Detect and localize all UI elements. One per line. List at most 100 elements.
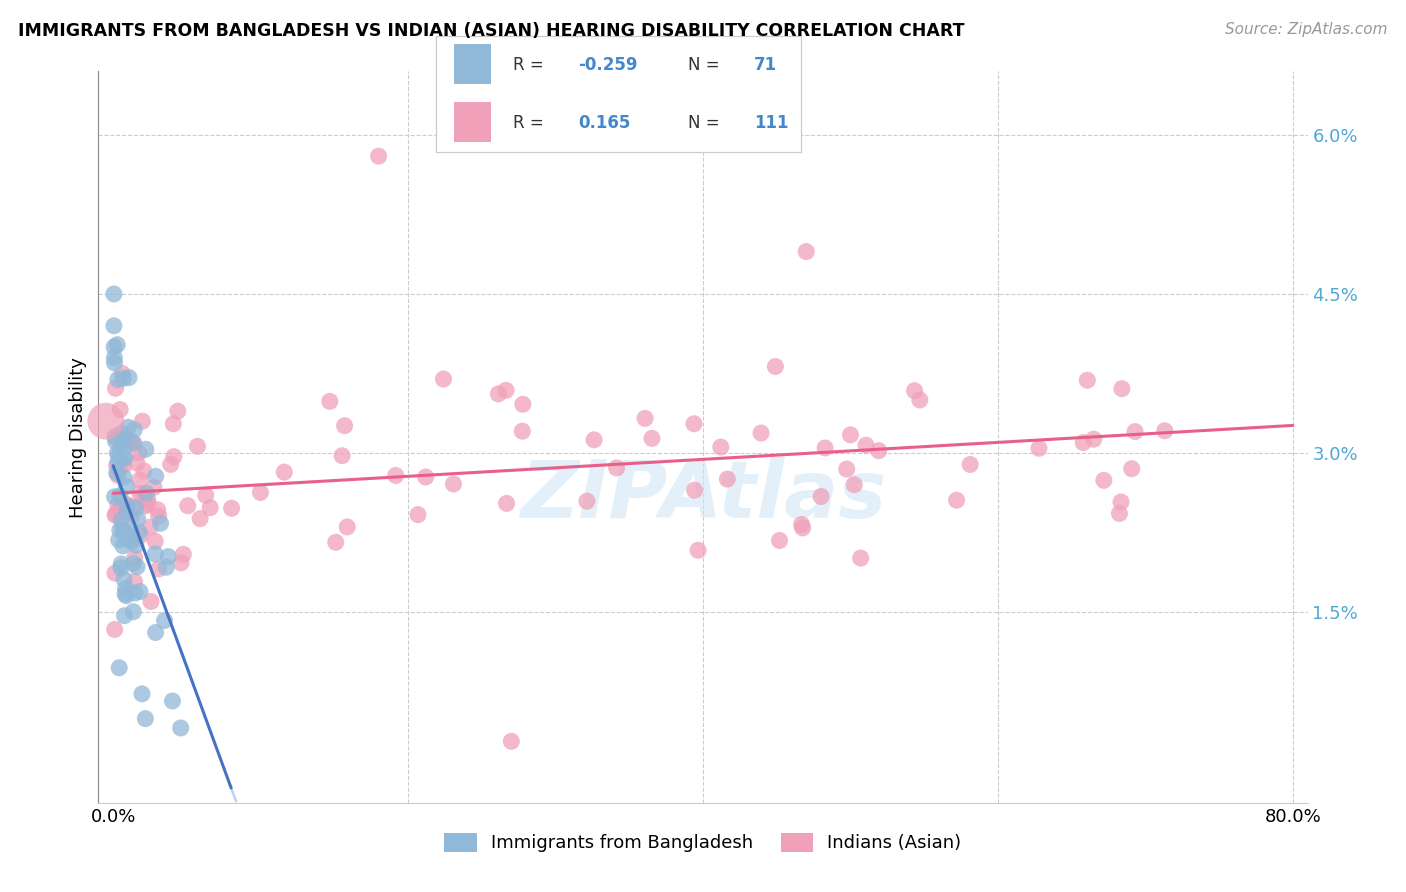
Point (1076, 373, 1098, 387)
Point (688, 543, 710, 558)
Point (124, 586, 146, 600)
Point (122, 423, 145, 437)
Point (1109, 495, 1132, 509)
Point (139, 520, 162, 534)
Point (162, 417, 184, 431)
Point (159, 458, 181, 472)
Point (1071, 435, 1094, 450)
Point (495, 384, 517, 398)
Point (124, 501, 146, 516)
Point (683, 483, 706, 498)
Point (104, 507, 127, 521)
Point (583, 433, 606, 447)
Point (114, 582, 136, 596)
Point (103, 287, 125, 301)
Point (641, 431, 664, 445)
Point (108, 489, 131, 503)
Point (115, 505, 138, 519)
Point (330, 449, 353, 463)
Point (115, 533, 138, 547)
Point (122, 605, 145, 619)
Point (135, 486, 157, 500)
Point (855, 438, 877, 452)
Point (94, 414, 117, 428)
Text: IMMIGRANTS FROM BANGLADESH VS INDIAN (ASIAN) HEARING DISABILITY CORRELATION CHAR: IMMIGRANTS FROM BANGLADESH VS INDIAN (AS… (18, 22, 965, 40)
Point (194, 488, 217, 502)
Text: R =: R = (513, 113, 548, 132)
Point (146, 502, 169, 516)
Point (384, 468, 406, 483)
Point (129, 584, 152, 599)
Point (124, 550, 146, 565)
Point (763, 359, 786, 374)
Point (115, 432, 138, 446)
Point (148, 508, 170, 523)
Point (111, 539, 134, 553)
Point (104, 381, 127, 395)
Point (121, 509, 143, 524)
Point (945, 493, 967, 508)
Point (115, 497, 138, 511)
Point (114, 608, 136, 623)
Point (107, 533, 129, 547)
Point (107, 468, 129, 483)
Point (768, 533, 790, 548)
Point (959, 458, 981, 472)
Point (104, 623, 127, 637)
Point (127, 512, 149, 526)
Point (128, 486, 150, 500)
Point (153, 614, 176, 628)
Point (148, 562, 170, 576)
Point (145, 469, 167, 483)
Point (112, 524, 135, 539)
Point (110, 561, 132, 575)
Point (121, 435, 143, 450)
Point (121, 534, 143, 549)
Point (155, 560, 177, 574)
Point (105, 466, 128, 480)
Point (111, 522, 134, 536)
Point (325, 535, 347, 549)
Point (114, 587, 136, 601)
Point (103, 351, 125, 365)
Point (908, 392, 931, 407)
Point (1083, 432, 1105, 446)
Point (112, 470, 135, 484)
Point (112, 371, 135, 385)
Point (200, 500, 222, 515)
Point (166, 404, 188, 418)
Point (903, 384, 925, 398)
Point (120, 532, 142, 546)
Point (125, 456, 148, 470)
Point (1153, 424, 1175, 438)
Text: R =: R = (513, 55, 548, 74)
Point (111, 451, 134, 466)
Point (120, 525, 142, 540)
Point (792, 521, 814, 535)
Y-axis label: Hearing Disability: Hearing Disability (69, 357, 87, 517)
Point (143, 480, 166, 494)
Point (1111, 382, 1133, 396)
Point (125, 559, 148, 574)
Point (443, 477, 465, 491)
Point (1028, 442, 1050, 456)
Point (575, 494, 598, 508)
Point (501, 734, 523, 748)
Point (111, 435, 134, 450)
Point (134, 712, 156, 726)
Point (149, 516, 172, 531)
Point (112, 572, 135, 586)
Point (104, 434, 127, 449)
Point (1123, 425, 1146, 439)
Point (107, 372, 129, 386)
Point (111, 433, 134, 447)
Point (104, 508, 127, 523)
Point (512, 397, 534, 411)
Point (105, 458, 128, 473)
Point (1121, 461, 1143, 475)
Text: ZIPAtlas: ZIPAtlas (520, 457, 886, 534)
Point (124, 574, 146, 589)
Point (129, 528, 152, 542)
Point (110, 500, 132, 514)
Legend: Immigrants from Bangladesh, Indians (Asian): Immigrants from Bangladesh, Indians (Asi… (437, 826, 969, 860)
